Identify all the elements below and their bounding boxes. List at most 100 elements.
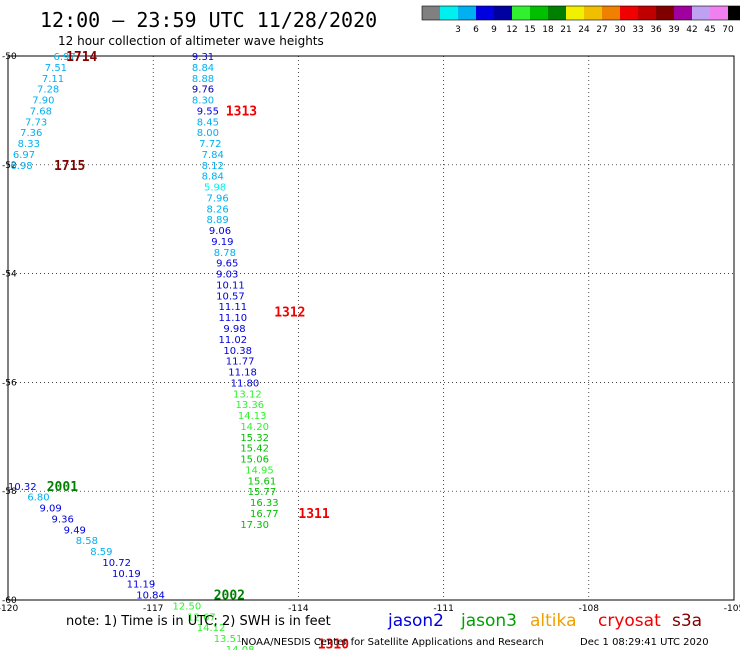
wave-height-value: 12.50 (173, 601, 202, 612)
map-subtitle: 12 hour collection of altimeter wave hei… (58, 34, 324, 48)
wave-height-value: 5.98 (204, 183, 226, 194)
wave-height-value: 15.77 (248, 487, 277, 498)
latitude-tick-label: -56 (2, 378, 17, 388)
legend-label: 42 (686, 25, 697, 35)
legend-label: 3 (455, 25, 461, 35)
legend-label: 21 (560, 25, 571, 35)
longitude-tick-label: -111 (433, 604, 453, 614)
legend-label: 15 (524, 25, 535, 35)
legend-swatch (584, 6, 602, 20)
wave-height-value: 10.38 (223, 346, 252, 357)
legend-label: 70 (722, 25, 734, 35)
wave-height-value: 10.19 (112, 569, 141, 580)
legend-label: 36 (650, 25, 662, 35)
wave-height-value: 10.32 (8, 482, 37, 493)
footer-note: note: 1) Time is in UTC; 2) SWH is in fe… (66, 614, 331, 629)
wave-height-value: 10.84 (136, 591, 165, 602)
wave-height-value: 8.84 (192, 63, 214, 74)
wave-height-value: 8.78 (214, 248, 236, 259)
wave-height-value: 14.95 (245, 465, 274, 476)
graticule (8, 56, 734, 600)
wave-height-value: 10.11 (216, 280, 245, 291)
wave-height-value: 10.72 (102, 558, 131, 569)
legend-swatch (638, 6, 656, 20)
wave-height-value: 9.98 (223, 324, 245, 335)
legend-label: 27 (596, 25, 607, 35)
legend-label: 45 (704, 25, 715, 35)
wave-height-value: 16.33 (250, 498, 279, 509)
wave-height-value: 7.90 (32, 96, 54, 107)
map-title: 12:00 — 23:59 UTC 11/28/2020 (40, 8, 377, 32)
wave-height-value: 11.10 (219, 313, 248, 324)
wave-height-value: 9.76 (192, 85, 214, 96)
wave-height-value: 7.96 (206, 193, 228, 204)
wave-height-value: 7.11 (42, 74, 64, 85)
wave-height-value: 8.89 (206, 215, 228, 226)
pass-number-label: 1311 (298, 507, 329, 522)
wave-height-value: 9.31 (192, 52, 214, 63)
legend-swatch (602, 6, 620, 20)
wave-height-value: 8.88 (192, 74, 214, 85)
pass-number-label: 1310 (318, 638, 349, 650)
satellite-name-jason2: jason2 (387, 611, 444, 631)
wave-height-value: 7.72 (199, 139, 221, 150)
wave-height-value: 8.12 (202, 161, 224, 172)
legend-label: 9 (491, 25, 497, 35)
legend-swatch (728, 6, 740, 20)
wave-height-value: 15.42 (240, 444, 269, 455)
wave-height-value: 9.55 (197, 106, 219, 117)
pass-number-label: 1715 (54, 159, 85, 174)
latitude-tick-label: -60 (2, 596, 17, 606)
wave-height-value: 10.57 (216, 291, 245, 302)
wave-height-value: 14.12 (197, 623, 226, 634)
legend-swatch (530, 6, 548, 20)
longitude-tick-label: -105 (724, 604, 740, 614)
legend-swatch (512, 6, 530, 20)
wave-height-value: 9.06 (209, 226, 231, 237)
wave-height-value: 8.59 (90, 547, 112, 558)
wave-height-value: 14.08 (226, 645, 255, 650)
pass-number-label: 1312 (274, 306, 305, 321)
wave-height-value: 8.84 (202, 172, 224, 183)
satellite-name-cryosat: cryosat (598, 611, 661, 631)
footer-credit: NOAA/NESDIS Center for Satellite Applica… (241, 637, 544, 648)
wave-height-value: 15.61 (248, 476, 277, 487)
legend-label: 18 (542, 25, 554, 35)
axis-tick-labels: -120 -117 -114 -111 -108 -105 -50 -52 -54 -56 -58 -… (0, 52, 740, 614)
wave-height-value: 11.11 (219, 302, 248, 313)
pass-number-label: 2002 (214, 589, 245, 604)
legend-swatch (548, 6, 566, 20)
wave-height-value: 7.68 (30, 106, 52, 117)
legend-label: 33 (632, 25, 643, 35)
pass-number-label: 1714 (66, 50, 97, 65)
pass-number-label: 1313 (226, 104, 257, 119)
satellite-name-jason3: jason3 (460, 611, 517, 631)
pass-number-label: 2001 (47, 480, 78, 495)
wave-height-value: 8.30 (192, 96, 214, 107)
latitude-tick-label: -58 (2, 487, 17, 497)
longitude-tick-label: -108 (579, 604, 600, 614)
wave-height-value: 13.12 (233, 389, 262, 400)
legend-swatch (494, 6, 512, 20)
legend-swatch (440, 6, 458, 20)
wave-height-value: 9.09 (39, 504, 61, 515)
legend-swatch (692, 6, 710, 20)
wave-height-value: 9.65 (216, 259, 238, 270)
wave-height-value: 6.97 (13, 150, 35, 161)
wave-height-value: 9.36 (52, 514, 74, 525)
legend-swatch (422, 6, 440, 20)
wave-height-value: 8.58 (76, 536, 98, 547)
legend-label: 6 (473, 25, 479, 35)
legend-swatch (458, 6, 476, 20)
wave-height-value: 13.36 (235, 400, 264, 411)
legend-label: 30 (614, 25, 626, 35)
wave-height-value: 16.77 (250, 509, 279, 520)
wave-height-value: 6.97 (53, 52, 75, 63)
footer-timestamp: Dec 1 08:29:41 UTC 2020 (580, 637, 709, 648)
wave-height-value: 6.80 (27, 493, 49, 504)
satellite-legend: jason2 jason3 altika cryosat s3a (387, 611, 702, 631)
legend-swatch (656, 6, 674, 20)
wave-height-value: 8.33 (18, 139, 40, 150)
